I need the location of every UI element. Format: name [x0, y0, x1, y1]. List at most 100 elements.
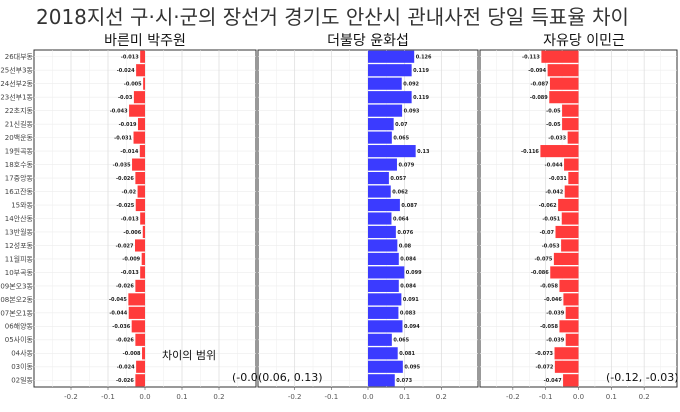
bar	[128, 306, 145, 319]
bar	[550, 266, 579, 279]
bar	[128, 293, 145, 306]
bar	[135, 198, 145, 212]
bar	[565, 333, 579, 346]
bar-value-label: 0.07	[395, 122, 408, 128]
bar-value-label: -0.089	[530, 95, 548, 101]
bar-value-label: -0.03	[118, 95, 133, 101]
panels: 26대부동 25선부3동 24선부2동 23선부1동 22초지동 21신길동 20백운동 19…	[0, 33, 678, 401]
bar	[368, 198, 400, 212]
bar	[368, 171, 389, 185]
bar-value-label: -0.013	[121, 270, 139, 276]
bar-value-label: -0.094	[528, 68, 546, 74]
y-tick-label: 10부곡동	[5, 269, 34, 277]
bar-value-label: 0.057	[390, 176, 406, 182]
x-tick-label: -0.1	[101, 393, 115, 401]
bar	[555, 225, 579, 239]
bar-value-label: -0.008	[123, 351, 141, 357]
bar	[554, 347, 579, 360]
bar-value-label: 0.092	[403, 82, 419, 88]
bar-value-label: -0.05	[546, 108, 561, 114]
x-tick-label: 0.2	[436, 393, 447, 401]
bar	[135, 374, 145, 387]
x-tick-label: -0.1	[539, 393, 553, 401]
x-tick-label: 0.1	[176, 393, 187, 401]
bar	[368, 145, 416, 158]
bar	[368, 158, 397, 171]
bar-value-label: -0.009	[122, 257, 140, 263]
bar-value-label: -0.026	[116, 176, 134, 182]
bar-value-label: 0.084	[400, 257, 416, 263]
bar	[137, 118, 145, 131]
bar	[368, 239, 398, 252]
bar-value-label: -0.036	[112, 324, 130, 330]
bar-value-label: 0.084	[400, 284, 416, 290]
bar	[540, 145, 579, 158]
bar	[549, 77, 579, 90]
bar	[141, 252, 145, 266]
bar	[563, 374, 579, 387]
bar-value-label: -0.005	[124, 82, 142, 88]
y-tick-label: 11월피동	[5, 254, 34, 263]
bar-value-label: -0.019	[119, 122, 137, 128]
bar-value-label: 0.119	[413, 95, 429, 101]
bar	[368, 185, 391, 198]
y-tick-label: 12성포동	[5, 241, 34, 250]
x-tick-label: 0.1	[606, 393, 617, 401]
bar-value-label: 0.065	[393, 135, 409, 141]
panel-title: 더불당 윤화섭	[327, 33, 409, 49]
x-tick-label: 0.1	[399, 393, 410, 401]
bar-value-label: -0.039	[546, 338, 564, 344]
bar	[562, 118, 579, 131]
bar-value-label: 0.119	[413, 68, 429, 74]
bar	[140, 266, 145, 279]
bar-value-label: -0.046	[544, 297, 562, 303]
bar	[368, 50, 415, 63]
bar-value-label: 0.065	[393, 338, 409, 344]
bar-value-label: -0.073	[535, 351, 553, 357]
x-tick-label: 0.0	[139, 393, 150, 401]
bar	[368, 91, 412, 104]
y-tick-label: 20백운동	[5, 133, 34, 142]
bar-value-label: -0.035	[113, 162, 131, 168]
bar-value-label: -0.072	[535, 365, 553, 371]
bar-value-label: 0.094	[404, 324, 420, 330]
y-tick-label: 13반월동	[5, 227, 34, 236]
bar-value-label: -0.042	[545, 189, 563, 195]
bar	[368, 131, 392, 144]
x-tick-label: -0.2	[288, 393, 302, 401]
x-tick-label: 0.2	[639, 393, 650, 401]
chart-title: 2018지선 구·시·군의 장선거 경기도 안산시 관내사전 당일 득표율 차이	[36, 5, 629, 29]
bar	[368, 279, 399, 292]
bar	[140, 212, 145, 225]
bar-value-label: -0.031	[549, 176, 567, 182]
x-tick-label: -0.1	[324, 393, 338, 401]
bar	[565, 306, 579, 319]
bar-value-label: -0.014	[120, 149, 138, 155]
bar	[368, 306, 399, 319]
y-tick-label: 19원곡동	[5, 147, 34, 156]
bar	[135, 171, 145, 185]
bar-value-label: -0.025	[116, 203, 134, 209]
bar-value-label: 0.064	[393, 216, 409, 222]
bar-value-label: -0.039	[546, 311, 564, 317]
bar-value-label: 0.126	[416, 55, 432, 61]
bar-value-label: -0.024	[117, 365, 135, 371]
bar	[564, 158, 579, 171]
y-tick-label: 18호수동	[5, 161, 34, 169]
bar-value-label: -0.026	[116, 378, 134, 384]
bar-value-label: 0.073	[396, 378, 412, 384]
bar-value-label: -0.031	[114, 135, 132, 141]
bar	[368, 77, 402, 90]
bar-value-label: -0.033	[548, 135, 566, 141]
bar-value-label: 0.08	[399, 243, 412, 249]
bar-value-label: 0.062	[392, 189, 408, 195]
bar	[553, 252, 579, 266]
bar-value-label: -0.013	[121, 55, 139, 61]
bar	[559, 320, 579, 333]
y-tick-label: 07본오1동	[0, 309, 33, 317]
y-tick-label: 26대부동	[5, 53, 34, 61]
bar	[368, 293, 402, 306]
bar-value-label: 0.091	[403, 297, 419, 303]
bar-value-label: 0.093	[404, 108, 420, 114]
bar	[136, 360, 145, 373]
